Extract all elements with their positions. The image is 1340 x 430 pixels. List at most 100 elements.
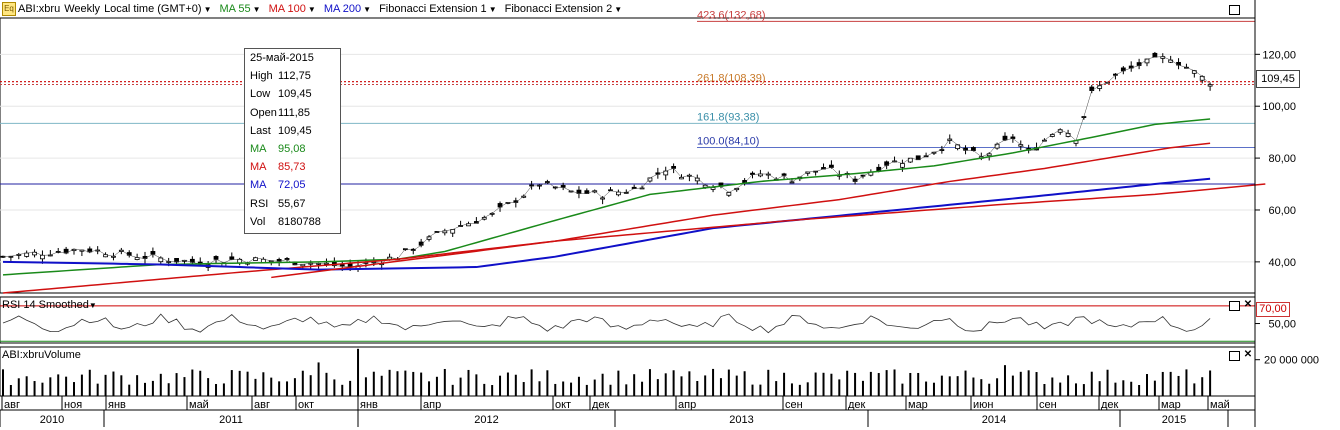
ma200-line [2, 177, 1211, 271]
symbol-label[interactable]: ABI:xbru [18, 3, 61, 15]
rsi-level-label: 70,00 [1256, 302, 1290, 317]
y-tick-label: 80,00 [1268, 153, 1296, 165]
fib-level-label: 261.8(108,39) [697, 72, 766, 84]
tooltip-key: MA [250, 161, 267, 174]
x-month-label: апр [678, 399, 696, 411]
rsi-axis-label: 50,00 [1268, 319, 1296, 331]
ma55-line [2, 118, 1211, 276]
indicator-ma100[interactable]: MA 100 ▼ [269, 3, 316, 15]
dropdown-arrow-icon: ▼ [252, 4, 261, 14]
tooltip-row: Open 111,85 [245, 104, 340, 122]
period-label[interactable]: Weekly [64, 3, 101, 15]
candle-body [1199, 75, 1205, 81]
fib-level-label: 100.0(84,10) [697, 135, 759, 147]
candle-body [1097, 85, 1103, 89]
dropdown-arrow-icon: ▼ [307, 4, 316, 14]
x-month-label: ноя [64, 399, 82, 411]
indicator-fib1-label: Fibonacci Extension 1 [379, 3, 487, 15]
ma100-line [2, 142, 1211, 294]
rsi-panel-maximize-button[interactable] [1229, 301, 1240, 311]
indicator-fib1[interactable]: Fibonacci Extension 1 ▼ [379, 3, 497, 15]
timezone-label: Local time (GMT+0) [104, 3, 202, 15]
rsi-title-text: RSI 14 Smoothed [2, 299, 89, 311]
tooltip-value: 85,73 [278, 161, 306, 174]
indicator-ma200-label: MA 200 [323, 3, 362, 15]
main-panel [0, 17, 1256, 294]
x-year-label: 2010 [40, 414, 64, 426]
x-year-label: 2013 [729, 414, 753, 426]
candle-body [1176, 61, 1181, 66]
indicator-ma55-label: MA 55 [219, 3, 251, 15]
volume-panel-title[interactable]: ABI:xbruVolume [2, 349, 81, 361]
candle-body [1144, 58, 1150, 64]
volume-axis-label: 20 000 000 [1264, 355, 1319, 367]
rsi-panel-close-icon[interactable]: ✕ [1243, 299, 1253, 310]
candle-body [450, 229, 456, 234]
tooltip-row: MA 85,73 [245, 158, 340, 176]
tooltip-key: MA [250, 143, 267, 156]
indicator-fib2-label: Fibonacci Extension 2 [504, 3, 613, 15]
x-month-label: авг [254, 399, 270, 411]
dropdown-arrow-icon: ▼ [88, 301, 97, 310]
timezone-menu[interactable]: Local time (GMT+0) ▼ [104, 3, 211, 15]
tooltip-value: 112,75 [278, 70, 311, 83]
tooltip-value: 95,08 [278, 143, 306, 156]
x-month-label: июн [973, 399, 993, 411]
x-month-label: апр [423, 399, 441, 411]
candle-body [1152, 52, 1158, 58]
y-tick-label: 120,00 [1262, 49, 1296, 61]
candle-body [671, 166, 677, 169]
indicator-ma100-label: MA 100 [268, 3, 306, 15]
tooltip-row: MA 95,08 [245, 140, 340, 158]
tooltip-key: Open [250, 106, 277, 119]
candle-body [213, 256, 219, 260]
tooltip-value: 55,67 [278, 197, 306, 210]
x-month-label: мар [908, 399, 928, 411]
volume-panel-close-icon[interactable]: ✕ [1243, 349, 1253, 360]
volume-panel [0, 346, 1256, 397]
close-line [2, 56, 1211, 267]
tooltip-row: Vol 8180788 [245, 213, 340, 231]
tooltip-key: RSI [250, 197, 269, 210]
candle-body [126, 252, 132, 256]
candle-body [24, 252, 30, 257]
tooltip-key: Last [250, 124, 271, 137]
dropdown-arrow-icon: ▼ [203, 4, 212, 14]
volume-panel-maximize-button[interactable] [1229, 351, 1240, 361]
candle-body [1002, 135, 1008, 141]
x-year-label: 2014 [982, 414, 1006, 426]
candle-body [615, 191, 621, 196]
x-month-label: янв [108, 399, 126, 411]
tooltip-row: High 112,75 [245, 67, 340, 85]
tooltip-value: 109,45 [278, 88, 312, 101]
x-month-label: окт [555, 399, 571, 411]
candle-body [560, 185, 566, 188]
indicator-ma200[interactable]: MA 200 ▼ [324, 3, 371, 15]
tooltip-key: High [250, 70, 273, 83]
tooltip-row: MA 72,05 [245, 176, 340, 194]
tooltip-value: 109,45 [278, 124, 312, 137]
fib-level-label: 161.8(93,38) [697, 111, 759, 123]
main-panel-maximize-button[interactable] [1229, 5, 1240, 15]
symbol-icon[interactable]: Eq [2, 2, 16, 16]
fib-level-label: 423.6(132,68) [697, 9, 766, 21]
candle-body [1191, 70, 1197, 74]
candle-body [1089, 86, 1095, 91]
candle-body [229, 256, 235, 260]
x-month-label: сен [1039, 399, 1057, 411]
x-month-label: янв [360, 399, 378, 411]
candle-body [829, 164, 834, 168]
last-price-label: 109,45 [1256, 70, 1300, 88]
tooltip-key: MA [250, 179, 267, 192]
dropdown-arrow-icon: ▼ [363, 4, 372, 14]
x-year-label: 2012 [474, 414, 498, 426]
y-tick-label: 60,00 [1268, 205, 1296, 217]
indicator-fib2[interactable]: Fibonacci Extension 2 ▼ [505, 3, 623, 15]
tooltip-value: 72,05 [278, 179, 306, 192]
rsi-panel-title[interactable]: RSI 14 Smoothed▼ [2, 299, 97, 311]
tooltip-value: 8180788 [278, 215, 321, 228]
indicator-ma55[interactable]: MA 55 ▼ [219, 3, 260, 15]
candle-body [900, 163, 905, 168]
rsi-panel [0, 296, 1256, 344]
